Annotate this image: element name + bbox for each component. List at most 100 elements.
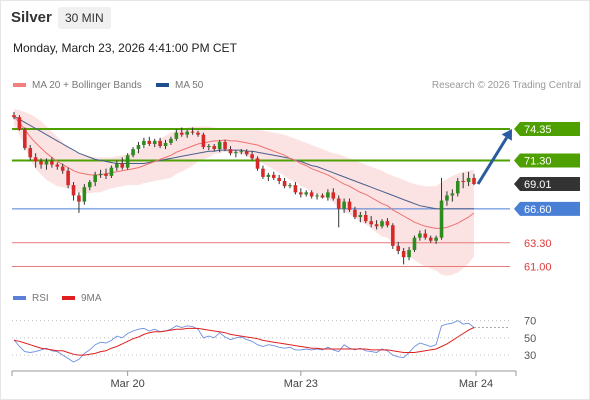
candle-body — [71, 185, 76, 196]
candle — [82, 184, 87, 205]
legend-item-ma50: MA 50 — [156, 80, 203, 91]
candle — [196, 130, 200, 137]
candle — [423, 229, 428, 240]
candle-body — [158, 140, 162, 147]
x-tick-label: Mar 23 — [284, 378, 318, 390]
candle — [304, 190, 309, 197]
candle-body — [17, 117, 22, 130]
candle — [12, 112, 16, 120]
candle — [131, 147, 135, 158]
candle — [391, 223, 395, 249]
candle — [120, 157, 125, 170]
candle — [271, 171, 276, 180]
candle — [412, 235, 417, 253]
ma50-line — [13, 115, 474, 210]
candle — [60, 163, 65, 174]
candle-body — [33, 157, 38, 162]
ma20-line — [13, 116, 475, 229]
candle — [396, 241, 401, 255]
candle — [439, 177, 444, 240]
candle — [50, 157, 54, 168]
candle — [401, 247, 406, 265]
candle-body — [423, 233, 428, 238]
candle — [255, 156, 260, 171]
candle-body — [115, 163, 119, 168]
level-tag-66.60 — [514, 201, 580, 216]
legend-item-ma20: MA 20 + Bollinger Bands — [13, 80, 142, 91]
candle-body — [60, 166, 65, 171]
candle — [23, 127, 27, 151]
level-label-74.35: 74.35 — [524, 124, 552, 136]
candle-body — [212, 146, 217, 150]
candle-body — [163, 142, 168, 147]
candle-body — [342, 201, 346, 209]
candle-body — [412, 237, 417, 250]
candle-body — [44, 161, 49, 165]
candle — [93, 171, 97, 187]
candle — [217, 139, 222, 153]
candle — [44, 158, 49, 170]
candle-body — [347, 201, 352, 210]
candle-body — [234, 152, 238, 154]
candle-body — [407, 250, 411, 258]
candle-body — [66, 170, 70, 186]
legend-label: MA 20 + Bollinger Bands — [32, 80, 142, 91]
candle-body — [82, 187, 87, 202]
candle — [71, 182, 76, 201]
candle — [174, 129, 179, 141]
rsi-tick-label: 50 — [524, 333, 536, 345]
candle-body — [266, 174, 271, 177]
candle-body — [277, 177, 281, 182]
candle — [115, 160, 119, 171]
legend-label: 9MA — [81, 293, 102, 304]
candle-body — [401, 251, 406, 258]
level-label-69.01: 69.01 — [524, 179, 552, 191]
candle-body — [293, 185, 298, 193]
candle — [380, 219, 384, 229]
candle — [201, 132, 206, 150]
level-tag-69.01 — [514, 177, 580, 192]
candle-body — [87, 182, 92, 188]
candle-body — [353, 209, 357, 218]
candle-body — [396, 245, 401, 252]
candle-body — [12, 115, 16, 118]
candle-body — [207, 146, 211, 148]
candle — [158, 137, 162, 149]
candle-body — [39, 161, 43, 165]
candle-body — [28, 148, 33, 158]
candle-body — [23, 129, 27, 149]
legend-item-rsi: RSI — [13, 293, 49, 304]
candle-body — [369, 221, 373, 225]
candle-body — [142, 140, 146, 145]
candle — [461, 172, 465, 189]
candle-body — [461, 181, 465, 183]
candle-body — [380, 221, 384, 227]
instrument-title: Silver — [11, 9, 52, 26]
interval-button[interactable]: 30 MIN — [58, 7, 111, 29]
candle-body — [125, 155, 130, 168]
candle — [434, 235, 438, 244]
candle — [455, 177, 460, 197]
chart-datetime: Monday, March 23, 2026 4:41:00 PM CET — [13, 41, 237, 55]
rsi-tick-label: 30 — [524, 350, 536, 362]
rsi-tick-label: 70 — [524, 316, 536, 328]
candle-body — [271, 174, 276, 178]
candle — [179, 127, 184, 137]
candle-body — [385, 221, 390, 226]
candle — [369, 216, 373, 228]
candle-body — [466, 177, 471, 183]
candle — [163, 139, 168, 150]
candle — [250, 151, 254, 161]
candle-body — [315, 195, 319, 197]
candle — [239, 149, 244, 155]
x-tick-label: Mar 24 — [459, 378, 493, 390]
candle-body — [120, 163, 125, 168]
candle — [136, 141, 141, 154]
candle — [282, 177, 287, 189]
candle — [147, 136, 152, 147]
candle-body — [304, 192, 309, 195]
candle — [466, 171, 471, 187]
candle-body — [450, 193, 455, 196]
candle — [445, 191, 449, 206]
